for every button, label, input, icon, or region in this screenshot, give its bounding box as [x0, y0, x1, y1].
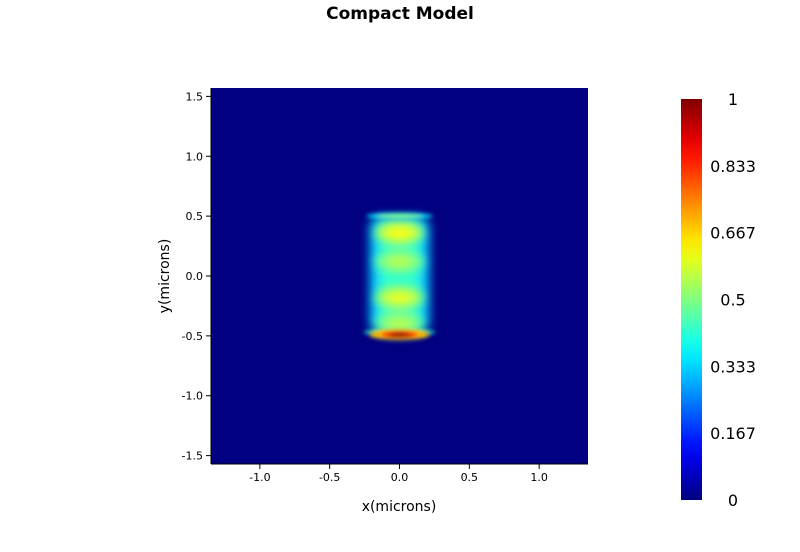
- x-tick-label: 0.5: [461, 471, 479, 484]
- colorbar-tick-label: 1: [728, 90, 738, 109]
- colorbar-tick-label: 0.833: [710, 157, 756, 176]
- x-tick-label: 0.0: [391, 471, 409, 484]
- plot-area: [211, 88, 588, 464]
- field-edge-core: [376, 214, 423, 219]
- y-tick-label: 1.5: [186, 90, 204, 103]
- y-tick-label: -1.5: [182, 450, 203, 463]
- y-tick-label: 0.0: [186, 270, 204, 283]
- colorbar-tick-label: 0.333: [710, 357, 756, 376]
- x-tick-label: 1.0: [530, 471, 548, 484]
- x-tick-label: -1.0: [249, 471, 270, 484]
- colorbar-tick-label: 0: [728, 491, 738, 510]
- y-axis-label: y(microns): [157, 239, 173, 314]
- y-tick-label: -0.5: [182, 330, 203, 343]
- field-lobe: [385, 225, 414, 240]
- hotspot: [388, 332, 411, 337]
- colorbar-tick-label: 0.5: [720, 291, 745, 310]
- x-axis-label: x(microns): [362, 499, 437, 515]
- y-tick-label: 0.5: [186, 210, 204, 223]
- colorbar-tick-label: 0.667: [710, 224, 756, 243]
- x-axis: -1.0 -0.5 0.0 0.5 1.0: [211, 463, 588, 484]
- colorbar: 1 0.833 0.667 0.5 0.333 0.167 0: [681, 90, 756, 510]
- x-tick-label: -0.5: [319, 471, 340, 484]
- y-tick-label: -1.0: [182, 390, 203, 403]
- colorbar-tick-label: 0.167: [710, 424, 756, 443]
- colorbar-gradient: [681, 99, 702, 500]
- chart-title: Compact Model: [326, 4, 474, 24]
- y-tick-label: 1.0: [186, 150, 204, 163]
- y-axis: 1.5 1.0 0.5 0.0 -0.5 -1.0 -1.5: [182, 88, 212, 464]
- field-lobe: [385, 316, 414, 331]
- field-lobe: [385, 290, 414, 305]
- field-lobe: [385, 254, 414, 269]
